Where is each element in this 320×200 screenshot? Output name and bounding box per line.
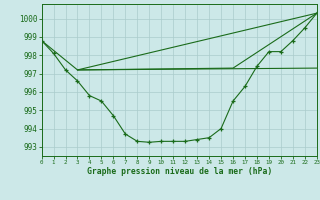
X-axis label: Graphe pression niveau de la mer (hPa): Graphe pression niveau de la mer (hPa) (87, 167, 272, 176)
